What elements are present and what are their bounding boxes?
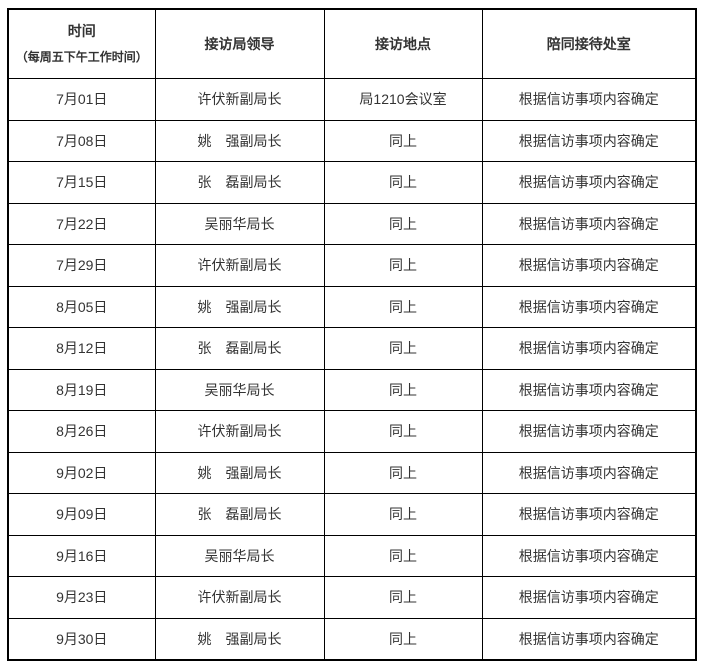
cell-office: 根据信访事项内容确定 xyxy=(481,244,697,287)
cell-leader: 姚 强副局长 xyxy=(154,617,325,661)
cell-location: 同上 xyxy=(323,244,483,287)
table-row: 7月15日张 磊副局长 同上 根据信访事项内容确定 xyxy=(7,161,697,204)
cell-date: 8月05日 xyxy=(7,285,156,328)
cell-date: 9月30日 xyxy=(7,617,156,661)
cell-date: 7月08日 xyxy=(7,119,156,162)
header-time-title: 时间 xyxy=(67,22,96,39)
cell-leader: 姚 强副局长 xyxy=(154,285,325,328)
cell-leader: 许伏新副局长 xyxy=(154,410,325,453)
cell-office: 根据信访事项内容确定 xyxy=(481,617,697,661)
cell-date: 7月01日 xyxy=(7,78,156,121)
cell-location: 局1210会议室 xyxy=(323,78,483,121)
table-row: 7月29日 许伏新副局长 同上 根据信访事项内容确定 xyxy=(7,244,697,287)
table-row: 9月09日张 磊副局长 同上 根据信访事项内容确定 xyxy=(7,493,697,536)
cell-office: 根据信访事项内容确定 xyxy=(481,327,697,370)
cell-date: 7月15日 xyxy=(7,161,156,204)
table-row: 7月01日 许伏新副局长 局1210会议室 根据信访事项内容确定 xyxy=(7,78,697,121)
cell-location: 同上 xyxy=(323,493,483,536)
cell-leader: 许伏新副局长 xyxy=(154,78,325,121)
table-row: 7月22日 吴丽华局长 同上 根据信访事项内容确定 xyxy=(7,202,697,245)
table-row: 7月08日姚 强副局长 同上 根据信访事项内容确定 xyxy=(7,119,697,162)
table-row: 9月30日姚 强副局长 同上 根据信访事项内容确定 xyxy=(7,617,697,661)
cell-date: 8月26日 xyxy=(7,410,156,453)
cell-office: 根据信访事项内容确定 xyxy=(481,576,697,619)
header-location: 接访地点 xyxy=(323,8,483,79)
cell-date: 8月19日 xyxy=(7,368,156,411)
cell-office: 根据信访事项内容确定 xyxy=(481,534,697,577)
cell-location: 同上 xyxy=(323,285,483,328)
cell-date: 7月29日 xyxy=(7,244,156,287)
cell-leader: 张 磊副局长 xyxy=(154,493,325,536)
cell-leader: 吴丽华局长 xyxy=(154,534,325,577)
cell-office: 根据信访事项内容确定 xyxy=(481,202,697,245)
cell-leader: 吴丽华局长 xyxy=(154,202,325,245)
cell-location: 同上 xyxy=(323,410,483,453)
cell-office: 根据信访事项内容确定 xyxy=(481,451,697,494)
table-row: 9月16日 吴丽华局长 同上 根据信访事项内容确定 xyxy=(7,534,697,577)
cell-location: 同上 xyxy=(323,617,483,661)
header-leader: 接访局领导 xyxy=(154,8,325,79)
cell-date: 9月09日 xyxy=(7,493,156,536)
cell-office: 根据信访事项内容确定 xyxy=(481,368,697,411)
table-row: 9月02日姚 强副局长 同上 根据信访事项内容确定 xyxy=(7,451,697,494)
cell-leader: 姚 强副局长 xyxy=(154,119,325,162)
cell-date: 7月22日 xyxy=(7,202,156,245)
cell-location: 同上 xyxy=(323,161,483,204)
cell-leader: 许伏新副局长 xyxy=(154,576,325,619)
cell-leader: 许伏新副局长 xyxy=(154,244,325,287)
cell-location: 同上 xyxy=(323,202,483,245)
cell-location: 同上 xyxy=(323,119,483,162)
table-body: 7月01日 许伏新副局长 局1210会议室 根据信访事项内容确定 7月08日姚 强副局长… xyxy=(7,78,697,661)
cell-leader: 姚 强副局长 xyxy=(154,451,325,494)
cell-office: 根据信访事项内容确定 xyxy=(481,493,697,536)
cell-office: 根据信访事项内容确定 xyxy=(481,410,697,453)
cell-leader: 张 磊副局长 xyxy=(154,327,325,370)
cell-date: 9月16日 xyxy=(7,534,156,577)
cell-leader: 吴丽华局长 xyxy=(154,368,325,411)
table-row: 8月05日姚 强副局长 同上 根据信访事项内容确定 xyxy=(7,285,697,328)
header-time: 时间 （每周五下午工作时间） xyxy=(7,8,156,79)
table-row: 8月19日 吴丽华局长 同上 根据信访事项内容确定 xyxy=(7,368,697,411)
cell-date: 8月12日 xyxy=(7,327,156,370)
cell-location: 同上 xyxy=(323,451,483,494)
cell-office: 根据信访事项内容确定 xyxy=(481,78,697,121)
table-row: 9月23日 许伏新副局长 同上 根据信访事项内容确定 xyxy=(7,576,697,619)
cell-office: 根据信访事项内容确定 xyxy=(481,161,697,204)
header-time-subtitle: （每周五下午工作时间） xyxy=(15,50,148,65)
reception-schedule-table: 时间 （每周五下午工作时间） 接访局领导 接访地点 陪同接待处室 7月01日 许伏… xyxy=(7,8,697,661)
cell-location: 同上 xyxy=(323,368,483,411)
cell-date: 9月23日 xyxy=(7,576,156,619)
cell-location: 同上 xyxy=(323,576,483,619)
header-row: 时间 （每周五下午工作时间） 接访局领导 接访地点 陪同接待处室 xyxy=(7,8,697,79)
cell-date: 9月02日 xyxy=(7,451,156,494)
header-office: 陪同接待处室 xyxy=(481,8,697,79)
cell-location: 同上 xyxy=(323,327,483,370)
cell-office: 根据信访事项内容确定 xyxy=(481,119,697,162)
cell-leader: 张 磊副局长 xyxy=(154,161,325,204)
cell-office: 根据信访事项内容确定 xyxy=(481,285,697,328)
table-row: 8月26日 许伏新副局长 同上 根据信访事项内容确定 xyxy=(7,410,697,453)
table-row: 8月12日张 磊副局长 同上 根据信访事项内容确定 xyxy=(7,327,697,370)
cell-location: 同上 xyxy=(323,534,483,577)
